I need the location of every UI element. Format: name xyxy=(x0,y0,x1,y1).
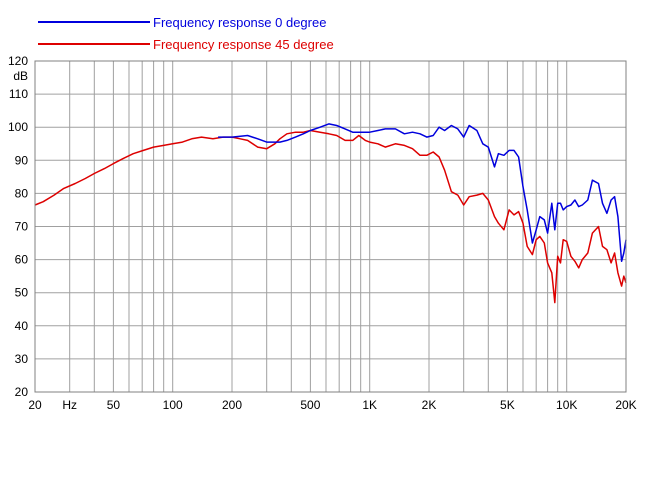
legend: Frequency response 0 degree Frequency re… xyxy=(38,15,334,52)
y-tick-label: 30 xyxy=(15,352,29,366)
plot-series xyxy=(34,123,627,304)
x-tick-label: 20 xyxy=(28,398,42,412)
x-tick-label: 50 xyxy=(107,398,121,412)
x-tick-label: 100 xyxy=(163,398,183,412)
y-tick-label: 80 xyxy=(15,186,29,200)
y-tick-label: 120 xyxy=(8,54,28,68)
x-tick-label: 500 xyxy=(300,398,320,412)
x-tick-label: 10K xyxy=(556,398,577,412)
legend-label-45-degree: Frequency response 45 degree xyxy=(153,37,334,52)
y-axis-unit-label: dB xyxy=(13,69,28,83)
x-axis-tick-labels: 20 Hz 50 100 200 500 1K 2K 5K 10K 20K xyxy=(28,398,636,412)
y-tick-label: 50 xyxy=(15,286,29,300)
x-tick-label: Hz xyxy=(62,398,77,412)
x-tick-label: 200 xyxy=(222,398,242,412)
legend-label-0-degree: Frequency response 0 degree xyxy=(153,15,326,30)
y-tick-label: 20 xyxy=(15,385,29,399)
y-tick-label: 60 xyxy=(15,253,29,267)
y-tick-label: 90 xyxy=(15,153,29,167)
y-tick-label: 40 xyxy=(15,319,29,333)
x-tick-label: 1K xyxy=(362,398,377,412)
x-tick-label: 20K xyxy=(615,398,636,412)
y-axis-tick-labels: 20 30 40 50 60 70 80 90 100 110 120 xyxy=(8,54,28,399)
y-tick-label: 110 xyxy=(9,87,28,101)
x-tick-label: 2K xyxy=(422,398,437,412)
y-tick-label: 70 xyxy=(15,220,29,234)
series-line-0-degree xyxy=(218,123,627,263)
plot-frame xyxy=(34,60,627,393)
y-tick-label: 100 xyxy=(8,120,28,134)
x-tick-label: 5K xyxy=(500,398,515,412)
series-line-45-degree xyxy=(34,129,627,304)
